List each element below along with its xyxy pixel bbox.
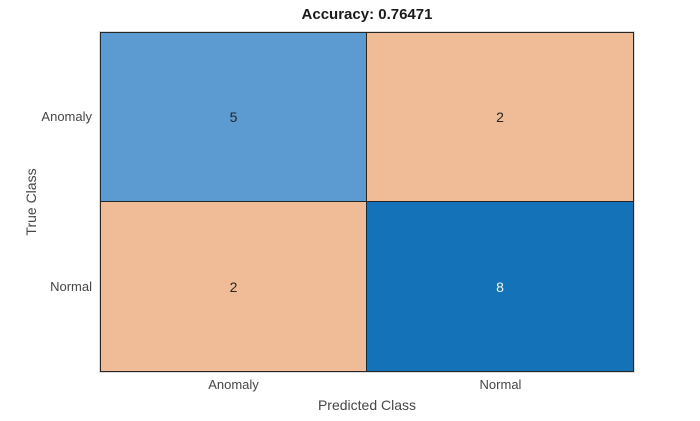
cell-true-normal-pred-anomaly: 2 — [101, 202, 367, 371]
x-axis-label: Predicted Class — [317, 397, 417, 413]
x-tick-anomaly: Anomaly — [208, 377, 259, 392]
x-tick-normal: Normal — [479, 377, 522, 392]
cell-true-anomaly-pred-anomaly: 5 — [101, 33, 367, 202]
cell-true-normal-pred-normal: 8 — [367, 202, 633, 371]
y-axis-label: True Class — [23, 168, 39, 236]
confusion-matrix-grid: 5 2 2 8 — [100, 32, 634, 372]
y-tick-normal: Normal — [50, 279, 92, 294]
chart-title: Accuracy: 0.76471 — [301, 6, 433, 23]
cell-true-anomaly-pred-normal: 2 — [367, 33, 633, 202]
y-tick-anomaly: Anomaly — [41, 109, 92, 124]
